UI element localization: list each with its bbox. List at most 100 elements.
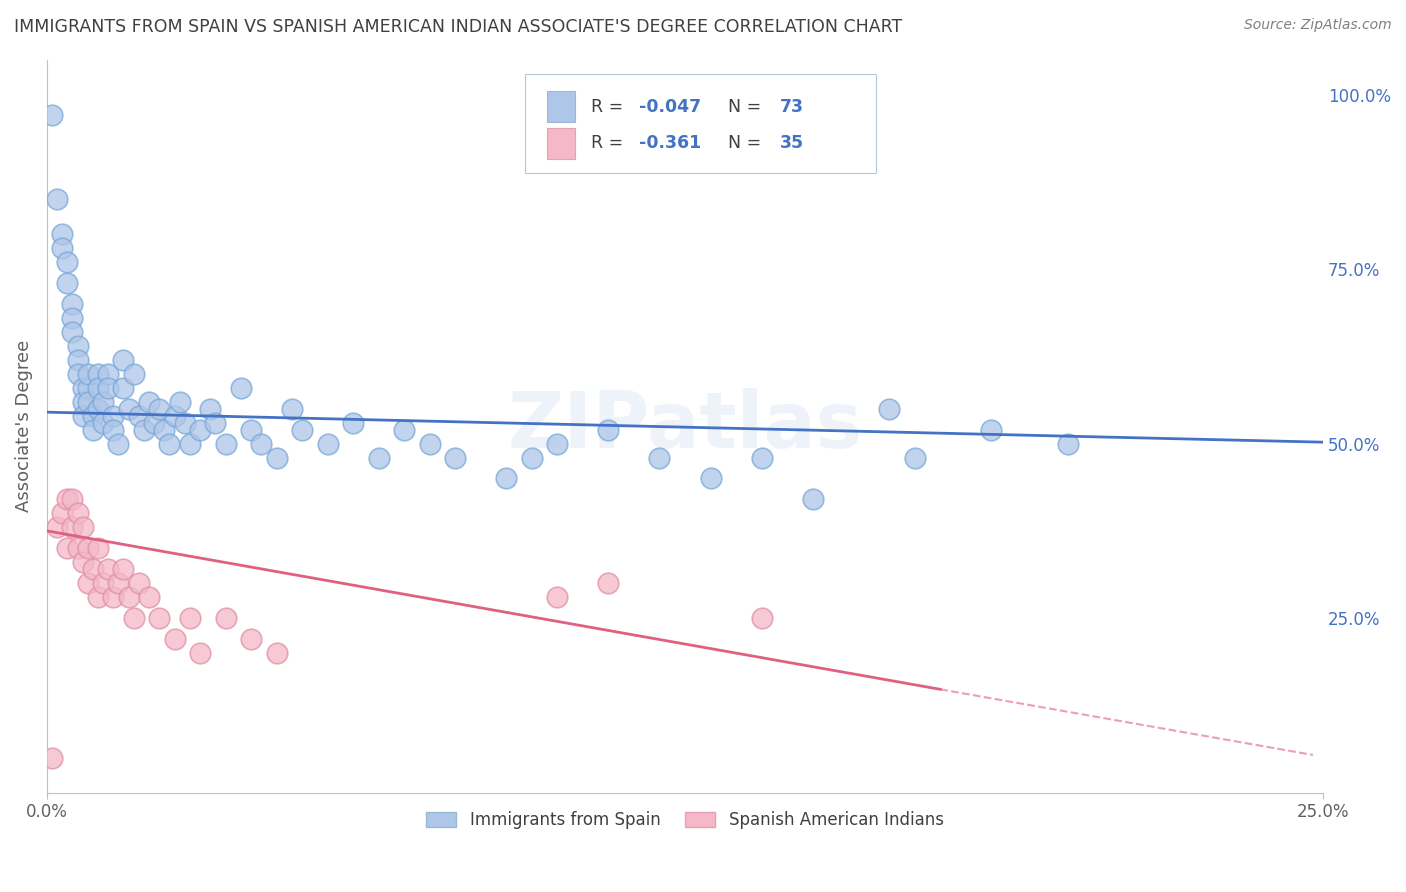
Point bbox=[62, 310, 84, 325]
Point bbox=[87, 381, 110, 395]
Point bbox=[76, 394, 98, 409]
Point bbox=[266, 646, 288, 660]
Point bbox=[56, 276, 79, 290]
Point bbox=[200, 401, 222, 416]
Point bbox=[97, 381, 120, 395]
Point bbox=[46, 520, 69, 534]
Point bbox=[163, 409, 186, 423]
Text: -0.047: -0.047 bbox=[640, 97, 702, 116]
Point bbox=[904, 450, 927, 465]
Point bbox=[112, 562, 135, 576]
Point bbox=[117, 401, 139, 416]
Point bbox=[62, 520, 84, 534]
Text: R =: R = bbox=[591, 97, 628, 116]
Point bbox=[163, 632, 186, 646]
Point bbox=[97, 367, 120, 381]
Text: IMMIGRANTS FROM SPAIN VS SPANISH AMERICAN INDIAN ASSOCIATE'S DEGREE CORRELATION : IMMIGRANTS FROM SPAIN VS SPANISH AMERICA… bbox=[14, 18, 903, 36]
Text: 73: 73 bbox=[779, 97, 803, 116]
Point bbox=[66, 339, 89, 353]
FancyBboxPatch shape bbox=[547, 128, 575, 159]
Point bbox=[188, 423, 211, 437]
Text: 35: 35 bbox=[779, 134, 804, 153]
Point bbox=[801, 492, 824, 507]
Point bbox=[66, 507, 89, 521]
Point bbox=[153, 423, 176, 437]
Text: N =: N = bbox=[728, 97, 768, 116]
FancyBboxPatch shape bbox=[526, 74, 876, 173]
Point bbox=[51, 227, 73, 241]
Point bbox=[87, 367, 110, 381]
Point bbox=[648, 450, 671, 465]
Point bbox=[46, 192, 69, 206]
Point bbox=[394, 423, 416, 437]
Point bbox=[214, 611, 236, 625]
Point bbox=[598, 423, 620, 437]
Point bbox=[143, 416, 166, 430]
Point bbox=[179, 611, 201, 625]
Point bbox=[87, 541, 110, 556]
Text: Source: ZipAtlas.com: Source: ZipAtlas.com bbox=[1244, 18, 1392, 32]
Point bbox=[112, 352, 135, 367]
Point bbox=[128, 576, 150, 591]
Point bbox=[229, 381, 252, 395]
Point bbox=[76, 541, 98, 556]
Point bbox=[82, 562, 104, 576]
Point bbox=[240, 423, 263, 437]
Point bbox=[128, 409, 150, 423]
Point bbox=[76, 576, 98, 591]
Point bbox=[419, 436, 441, 450]
Point bbox=[204, 416, 226, 430]
Point bbox=[138, 590, 160, 604]
Point bbox=[342, 416, 364, 430]
Point bbox=[66, 367, 89, 381]
Point bbox=[1057, 436, 1080, 450]
Point bbox=[56, 541, 79, 556]
Point bbox=[148, 611, 170, 625]
Point bbox=[877, 401, 900, 416]
Point bbox=[699, 471, 721, 485]
Point bbox=[980, 423, 1002, 437]
Point bbox=[76, 367, 98, 381]
Point bbox=[107, 436, 129, 450]
Text: -0.361: -0.361 bbox=[640, 134, 702, 153]
Point bbox=[76, 381, 98, 395]
Point bbox=[72, 394, 94, 409]
Point bbox=[546, 436, 568, 450]
Point bbox=[107, 576, 129, 591]
Point bbox=[132, 423, 155, 437]
Point bbox=[97, 562, 120, 576]
Point bbox=[82, 423, 104, 437]
Point bbox=[751, 611, 773, 625]
Point bbox=[103, 409, 125, 423]
Point bbox=[87, 590, 110, 604]
Point bbox=[169, 394, 191, 409]
Point bbox=[66, 541, 89, 556]
Point bbox=[291, 423, 314, 437]
FancyBboxPatch shape bbox=[547, 91, 575, 122]
Point bbox=[188, 646, 211, 660]
Point bbox=[72, 381, 94, 395]
Point bbox=[122, 367, 145, 381]
Point bbox=[520, 450, 543, 465]
Point bbox=[91, 416, 114, 430]
Point bbox=[66, 352, 89, 367]
Point bbox=[56, 492, 79, 507]
Point bbox=[117, 590, 139, 604]
Point bbox=[281, 401, 304, 416]
Point bbox=[51, 507, 73, 521]
Point bbox=[56, 255, 79, 269]
Point bbox=[173, 416, 195, 430]
Text: N =: N = bbox=[728, 134, 768, 153]
Point bbox=[82, 409, 104, 423]
Y-axis label: Associate's Degree: Associate's Degree bbox=[15, 340, 32, 512]
Point bbox=[112, 381, 135, 395]
Point bbox=[157, 436, 180, 450]
Point bbox=[72, 520, 94, 534]
Point bbox=[41, 108, 63, 122]
Point bbox=[751, 450, 773, 465]
Point bbox=[72, 555, 94, 569]
Point bbox=[41, 750, 63, 764]
Point bbox=[138, 394, 160, 409]
Text: R =: R = bbox=[591, 134, 634, 153]
Point bbox=[148, 401, 170, 416]
